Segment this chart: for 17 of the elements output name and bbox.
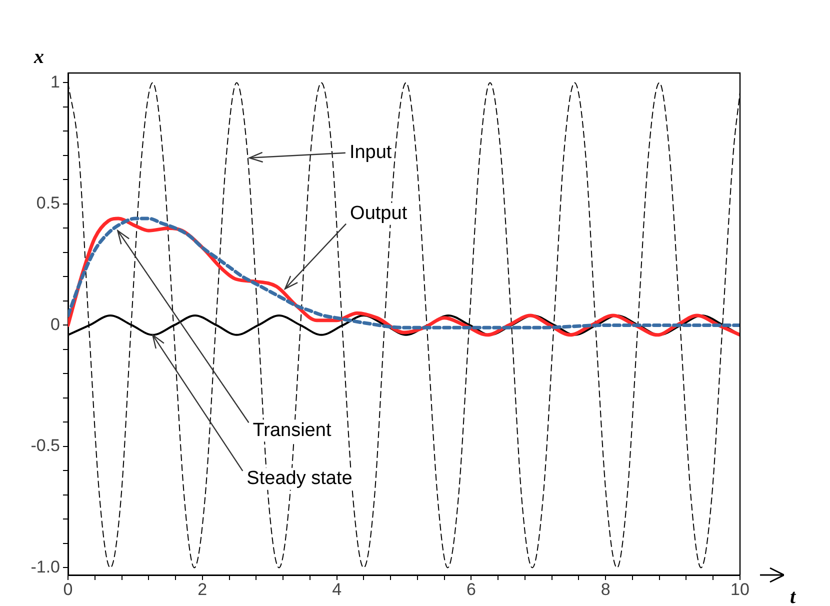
annotation: Input: [349, 142, 392, 164]
x-tick-label: 0: [63, 580, 73, 599]
y-tick-label: 0: [50, 314, 60, 334]
x-tick-label: 2: [198, 580, 208, 599]
x-tick-label: 10: [730, 580, 750, 599]
x-axis-title: t: [790, 586, 797, 606]
y-tick-label: -0.5: [30, 436, 60, 456]
y-tick-label: 0.5: [36, 194, 60, 213]
x-tick-label: 4: [332, 580, 342, 599]
y-axis-title: x: [33, 46, 44, 68]
y-tick-label: 1: [50, 72, 60, 92]
x-tick-label: 8: [600, 580, 610, 599]
annotation: Transient: [252, 420, 332, 441]
y-tick-label: -1.0: [30, 557, 60, 576]
annotation: Output: [350, 203, 408, 224]
annotation: Steady state: [246, 468, 352, 490]
x-tick-label: 6: [466, 580, 476, 599]
